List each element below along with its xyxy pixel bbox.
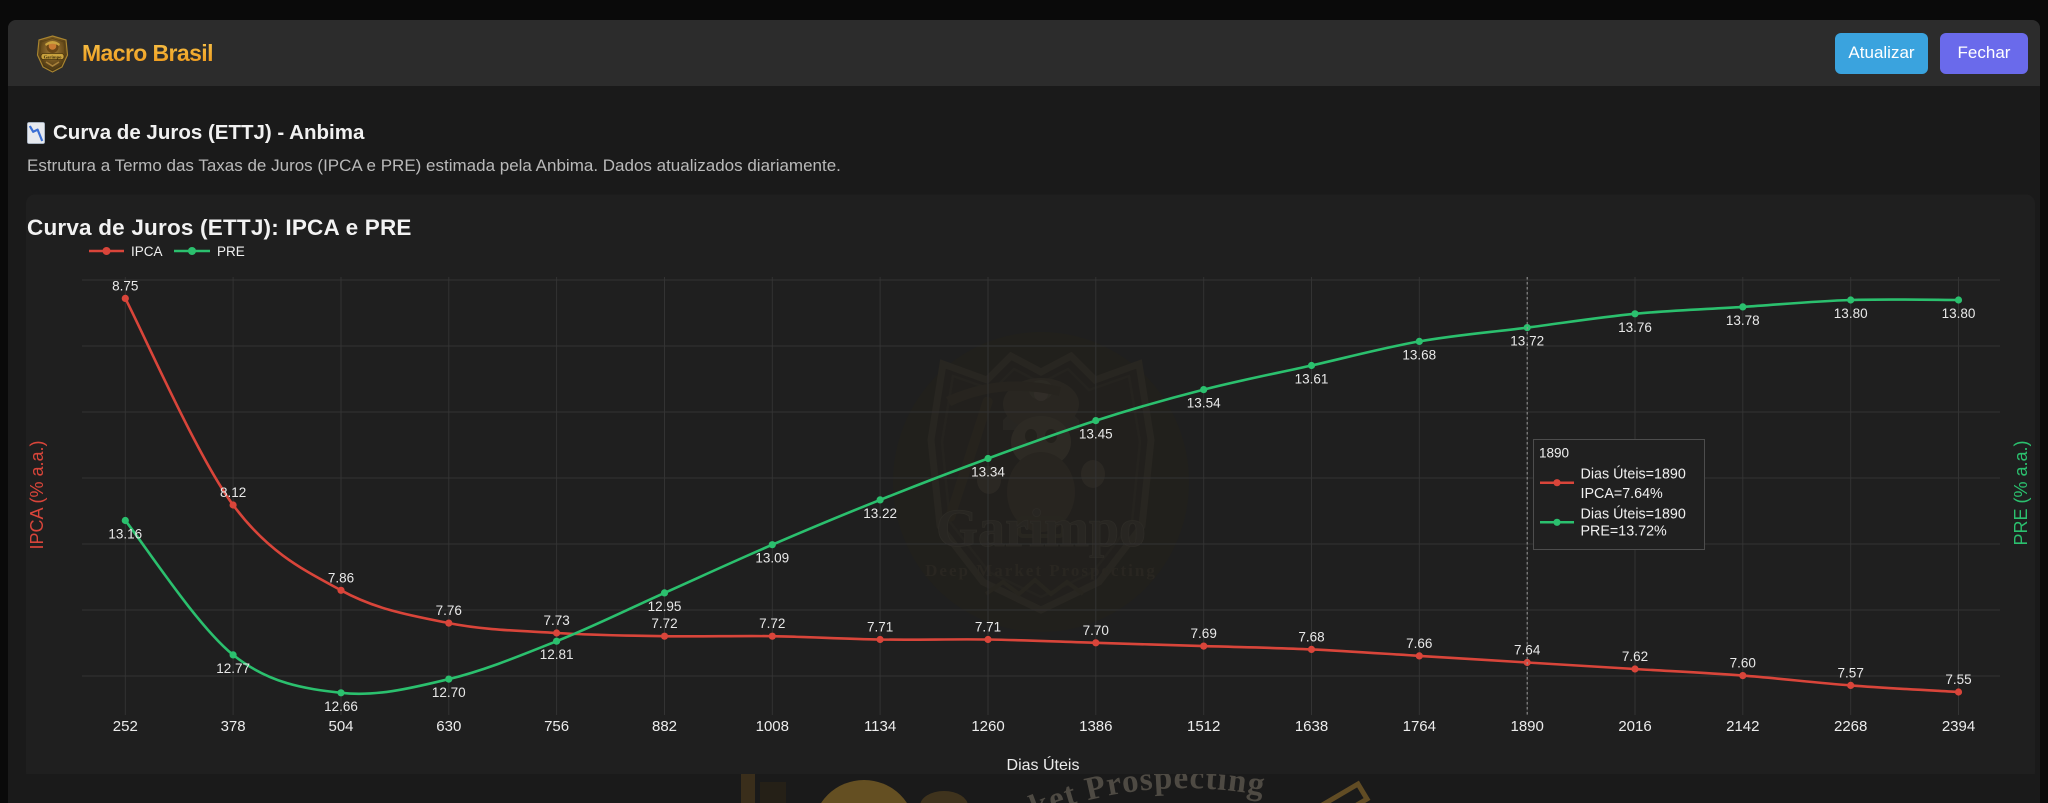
svg-text:1764: 1764 [1403,718,1436,735]
svg-text:13.68: 13.68 [1402,347,1436,362]
svg-text:7.57: 7.57 [1838,665,1864,680]
svg-text:Garimpo: Garimpo [936,498,1146,558]
svg-text:7.62: 7.62 [1622,649,1648,664]
svg-text:13.80: 13.80 [1834,306,1868,321]
svg-text:13.76: 13.76 [1618,320,1652,335]
svg-text:7.72: 7.72 [759,616,785,631]
svg-text:2016: 2016 [1618,718,1651,735]
svg-text:PRE: PRE [217,244,245,259]
svg-text:7.55: 7.55 [1945,672,1971,687]
svg-text:Deep Market Prospecting: Deep Market Prospecting [925,561,1157,580]
svg-text:7.66: 7.66 [1406,636,1432,651]
svg-text:8.75: 8.75 [112,278,138,293]
svg-text:7.70: 7.70 [1083,623,1109,638]
svg-text:7.72: 7.72 [651,616,677,631]
svg-text:2142: 2142 [1726,718,1759,735]
svg-text:1260: 1260 [971,718,1004,735]
svg-text:IPCA=7.64%: IPCA=7.64% [1581,486,1664,502]
svg-text:7.76: 7.76 [436,603,462,618]
svg-text:504: 504 [328,718,353,735]
svg-text:7.64: 7.64 [1514,643,1541,658]
svg-text:Garimpo: Garimpo [44,54,63,59]
svg-text:7.69: 7.69 [1191,626,1217,641]
svg-text:Dias Úteis: Dias Úteis [1007,755,1080,774]
svg-text:13.72: 13.72 [1510,334,1544,349]
svg-text:1890: 1890 [1539,446,1569,461]
svg-text:7.86: 7.86 [328,570,354,585]
svg-text:7.73: 7.73 [543,613,569,628]
svg-text:7.71: 7.71 [975,620,1001,635]
svg-text:756: 756 [544,718,569,735]
svg-text:PRE (% a.a.): PRE (% a.a.) [2011,440,2031,545]
svg-text:13.09: 13.09 [755,551,789,566]
svg-text:1134: 1134 [864,718,896,735]
svg-text:252: 252 [113,718,138,735]
svg-text:13.45: 13.45 [1079,427,1113,442]
svg-text:13.61: 13.61 [1295,372,1329,387]
svg-text:IPCA: IPCA [131,244,163,259]
svg-text:7.71: 7.71 [867,620,893,635]
svg-text:1638: 1638 [1295,718,1328,735]
svg-text:8.12: 8.12 [220,485,246,500]
svg-text:1512: 1512 [1187,718,1220,735]
svg-text:1386: 1386 [1079,718,1112,735]
svg-text:1890: 1890 [1511,718,1544,735]
svg-text:378: 378 [221,718,246,735]
svg-text:12.95: 12.95 [648,599,682,614]
svg-text:7.60: 7.60 [1730,656,1756,671]
svg-text:13.34: 13.34 [971,465,1005,480]
svg-text:PRE=13.72%: PRE=13.72% [1581,524,1668,540]
svg-text:12.81: 12.81 [540,647,574,662]
svg-text:12.77: 12.77 [216,661,250,676]
svg-text:2394: 2394 [1942,718,1975,735]
svg-text:ket Prospecting: ket Prospecting [1024,774,1268,803]
svg-text:12.66: 12.66 [324,699,358,714]
svg-text:13.16: 13.16 [108,527,142,542]
svg-text:13.22: 13.22 [863,506,897,521]
svg-text:7.68: 7.68 [1298,629,1324,644]
svg-text:Curva de Juros (ETTJ): IPCA e: Curva de Juros (ETTJ): IPCA e PRE [27,215,412,240]
svg-text:2268: 2268 [1834,718,1867,735]
svg-text:13.80: 13.80 [1942,306,1976,321]
svg-text:630: 630 [436,718,461,735]
svg-text:882: 882 [652,718,677,735]
svg-text:1008: 1008 [756,718,789,735]
svg-text:12.70: 12.70 [432,685,466,700]
svg-text:Dias Úteis=1890: Dias Úteis=1890 [1581,506,1686,523]
svg-text:IPCA (% a.a.): IPCA (% a.a.) [27,440,47,549]
svg-text:Dias Úteis=1890: Dias Úteis=1890 [1581,466,1686,483]
svg-text:13.78: 13.78 [1726,313,1760,328]
svg-text:13.54: 13.54 [1187,396,1221,411]
